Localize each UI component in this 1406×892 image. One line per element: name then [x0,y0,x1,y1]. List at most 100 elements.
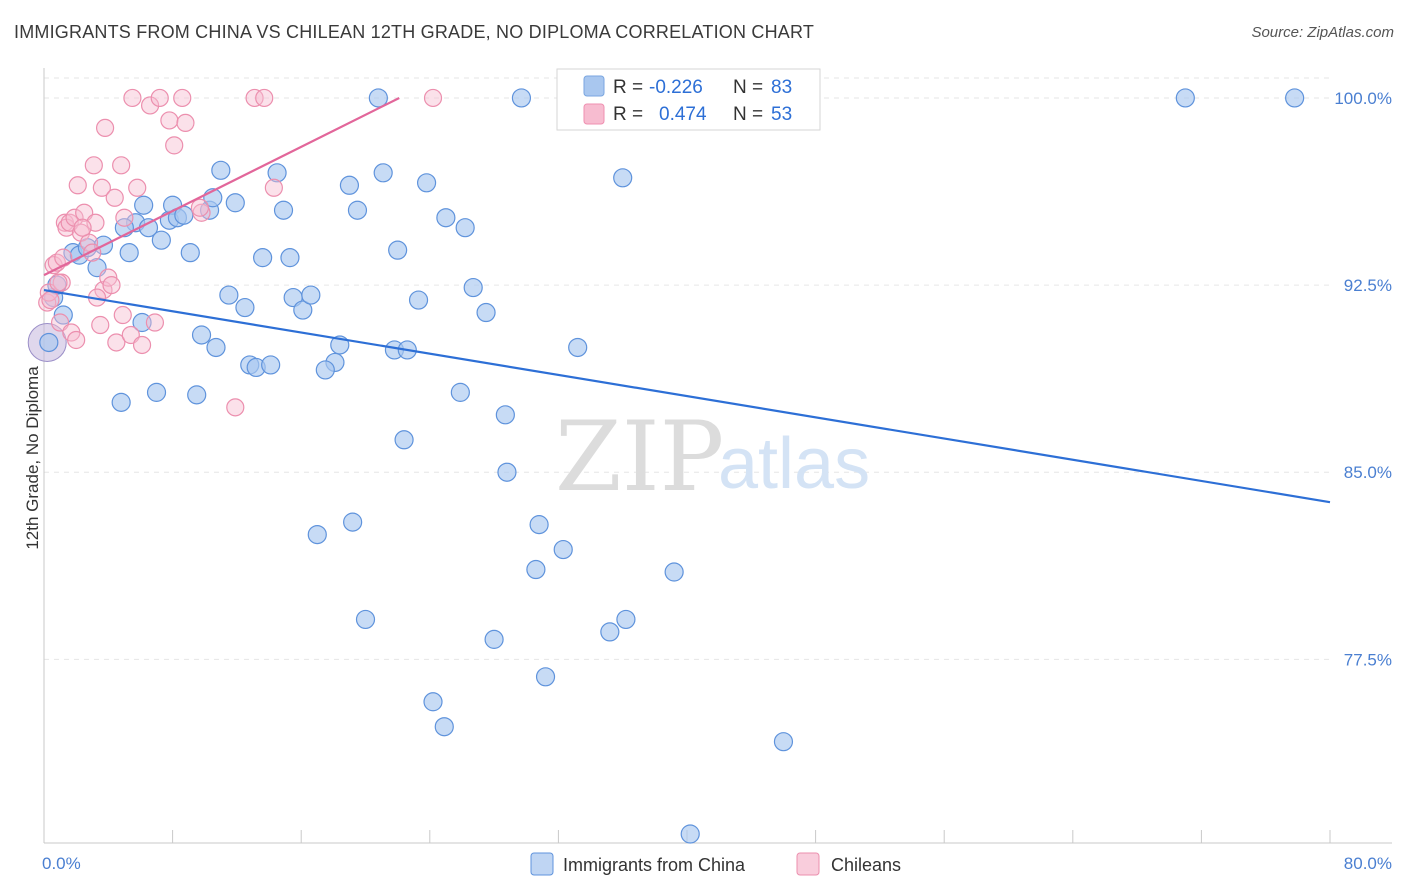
scatter-point-chileans [84,156,103,175]
scatter-point-chileans [49,273,68,292]
scatter-point-chileans [140,96,160,115]
y-tick-label: 100.0% [1334,89,1392,108]
scatter-point-china [613,168,633,188]
grid-lines [44,77,1330,660]
scatter-point-chileans [107,333,126,352]
scatter-point-chileans [255,88,274,108]
scatter-point-china [497,462,517,482]
legend-swatch-china[interactable] [530,852,554,876]
watermark-zip: ZIP [555,401,724,513]
scatter-point-china [1285,88,1305,108]
stats-n-label-chileans: N = [733,104,763,125]
scatter-point-china [416,173,437,193]
scatter-point-china [261,355,281,375]
chart-source: Source: ZipAtlas.com [1251,24,1394,41]
scatter-point-china [394,430,414,450]
scatter-point-china [529,515,549,535]
scatter-point-china [495,405,515,425]
scatter-point-china [568,337,588,358]
scatter-point-china [455,218,475,238]
scatter-point-china [219,285,239,305]
scatter-point-chileans [113,305,132,325]
trend-lines [43,96,1331,504]
scatter-point-china [476,302,496,323]
scatter-point-china [423,692,443,712]
stats-n-value-chileans: 53 [771,104,792,125]
scatter-point-chileans [160,111,179,130]
stats-r-value-chileans: 0.474 [659,104,707,125]
scatter-point-china [119,243,139,263]
scatter-point-chileans [132,335,152,355]
scatter-point-china [191,325,212,345]
scatter-point-chileans [92,178,111,197]
scatter-point-china [151,230,171,250]
scatter-point-china [484,629,504,649]
scatter-point-chileans [150,88,169,108]
scatter-point-china [664,562,684,582]
scatter-point-china [280,248,300,268]
scatter-point-china [235,297,255,318]
scatter-point-china [408,290,429,310]
scatter-point-china [146,382,167,402]
legend-swatch-chileans[interactable] [796,852,820,876]
scatter-point-china [293,300,313,320]
scatter-point-china [1175,88,1195,108]
scatter-point-china [616,609,636,630]
stats-r-value-china: -0.226 [649,77,703,98]
scatter-point-china [773,732,794,752]
chart-title: IMMIGRANTS FROM CHINA VS CHILEAN 12TH GR… [14,22,815,42]
scatter-point-china [511,88,532,108]
scatter-point-china [526,559,546,580]
scatter-point-china [301,285,321,305]
y-axis-label: 12th Grade, No Diploma [23,366,42,550]
scatter-point-chileans [145,313,165,332]
scatter-point-china [273,200,294,220]
scatter-point-china [339,175,360,195]
scatter-point-chileans [41,290,60,310]
scatter-point-china [463,277,483,298]
scatter-point-chileans [105,188,124,207]
scatter-point-china [267,163,287,183]
watermark-atlas: atlas [718,424,870,504]
stats-swatch-chileans [583,103,605,125]
scatter-point-chileans [95,118,115,138]
x-tick-label: 80.0% [1344,854,1392,873]
scatter-point-chileans [173,88,192,108]
scatter-point-chileans [68,176,87,195]
scatter-point-chileans [79,233,99,252]
scatter-point-china [39,332,59,353]
scatter-point-chileans [91,315,110,335]
scatter-point-china [111,392,131,412]
scatter-point-china [450,382,470,402]
scatter-point-china [132,312,152,333]
scatter-point-china [436,208,456,228]
scatter-point-chileans [128,178,147,197]
stats-r-label-chileans: R = [613,104,643,125]
scatter-point-china [680,824,700,844]
scatter-point-china [253,248,273,268]
scatter-point-china [388,240,408,260]
scatter-point-chileans [176,113,195,133]
stats-legend-box: R = -0.226 N = 83 R = 0.474 N = 53 [556,68,821,131]
scatter-point-chileans [165,136,184,155]
legend-label-china[interactable]: Immigrants from China [563,855,746,875]
x-tick-label: 0.0% [42,854,81,873]
y-tick-label: 77.5% [1344,650,1392,669]
scatter-point-china [187,385,207,405]
scatter-point-china [211,160,231,180]
scatter-point-chileans [67,330,86,350]
scatter-point-china [347,200,368,220]
stats-swatch-china [583,75,605,97]
watermark: ZIP atlas [555,401,870,513]
stats-n-value-china: 83 [771,77,792,98]
bottom-legend: Immigrants from China Chileans [530,852,901,876]
scatter-point-china [553,539,573,560]
scatter-point-china [434,717,454,737]
scatter-point-china [355,609,376,630]
scatter-point-china [373,163,393,183]
legend-label-chileans[interactable]: Chileans [831,855,901,875]
scatter-point-chileans [423,88,443,108]
stats-n-label-china: N = [733,77,763,98]
scatter-point-china [600,622,620,642]
axes [43,68,1392,844]
